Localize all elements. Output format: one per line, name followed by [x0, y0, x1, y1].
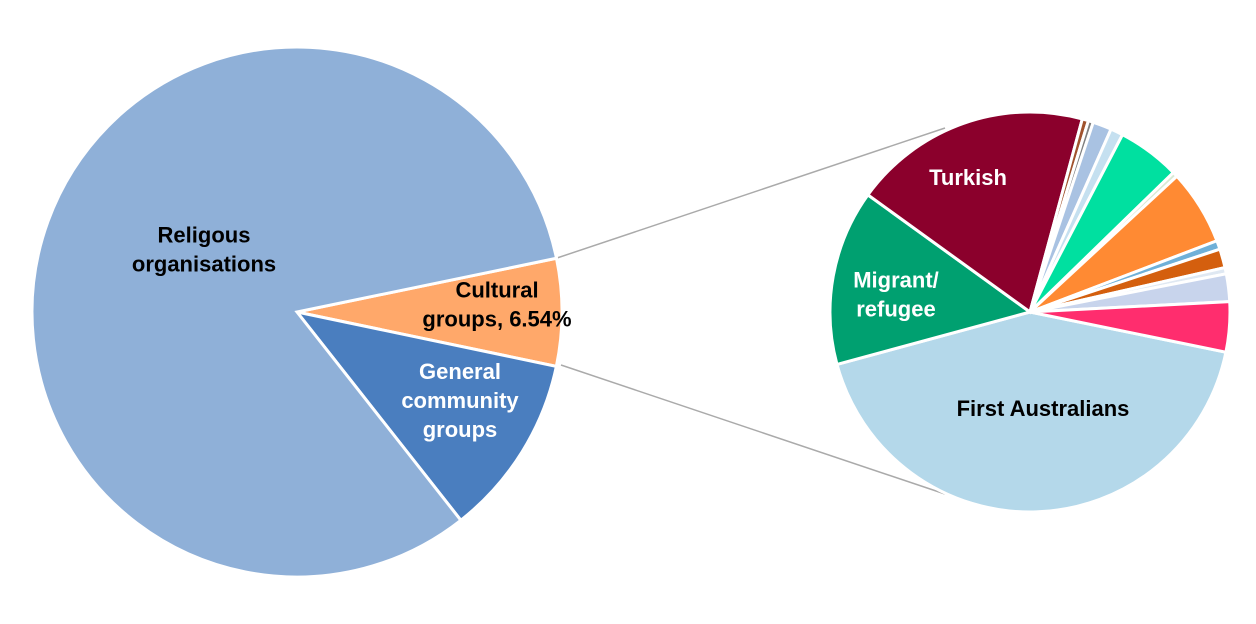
slice-label-line: Cultural — [455, 277, 538, 302]
slice-label-line: groups — [423, 417, 498, 442]
connector-line — [556, 127, 946, 259]
slice-label-line: First Australians — [957, 396, 1130, 421]
connector-line — [560, 364, 946, 495]
slice-label-line: Migrant/ — [853, 267, 939, 292]
pie-slice — [828, 192, 1034, 367]
slice-label-line: General — [419, 359, 501, 384]
slice-label-line: organisations — [132, 251, 276, 276]
pie-slice — [1029, 299, 1232, 354]
slice-label-line: Turkish — [929, 165, 1007, 190]
slice-label-line: refugee — [856, 296, 935, 321]
slice-label: General community groups — [401, 359, 519, 442]
slice-label: Religous organisations — [132, 222, 276, 276]
pie-slice — [865, 110, 1085, 315]
slice-label: Cultural groups, 6.54% — [422, 277, 571, 331]
slice-label-line: groups, 6.54% — [422, 306, 571, 331]
slice-label-line: community — [401, 388, 519, 413]
slice-label: First Australians — [957, 396, 1130, 421]
slice-label: Turkish — [929, 165, 1007, 190]
slice-label: Migrant/refugee — [853, 267, 939, 321]
slice-label-line: Religous — [158, 222, 251, 247]
pie-slice — [30, 45, 559, 579]
pie-slice — [835, 310, 1228, 514]
pie-slice — [293, 309, 559, 523]
pie-slice — [296, 256, 564, 369]
